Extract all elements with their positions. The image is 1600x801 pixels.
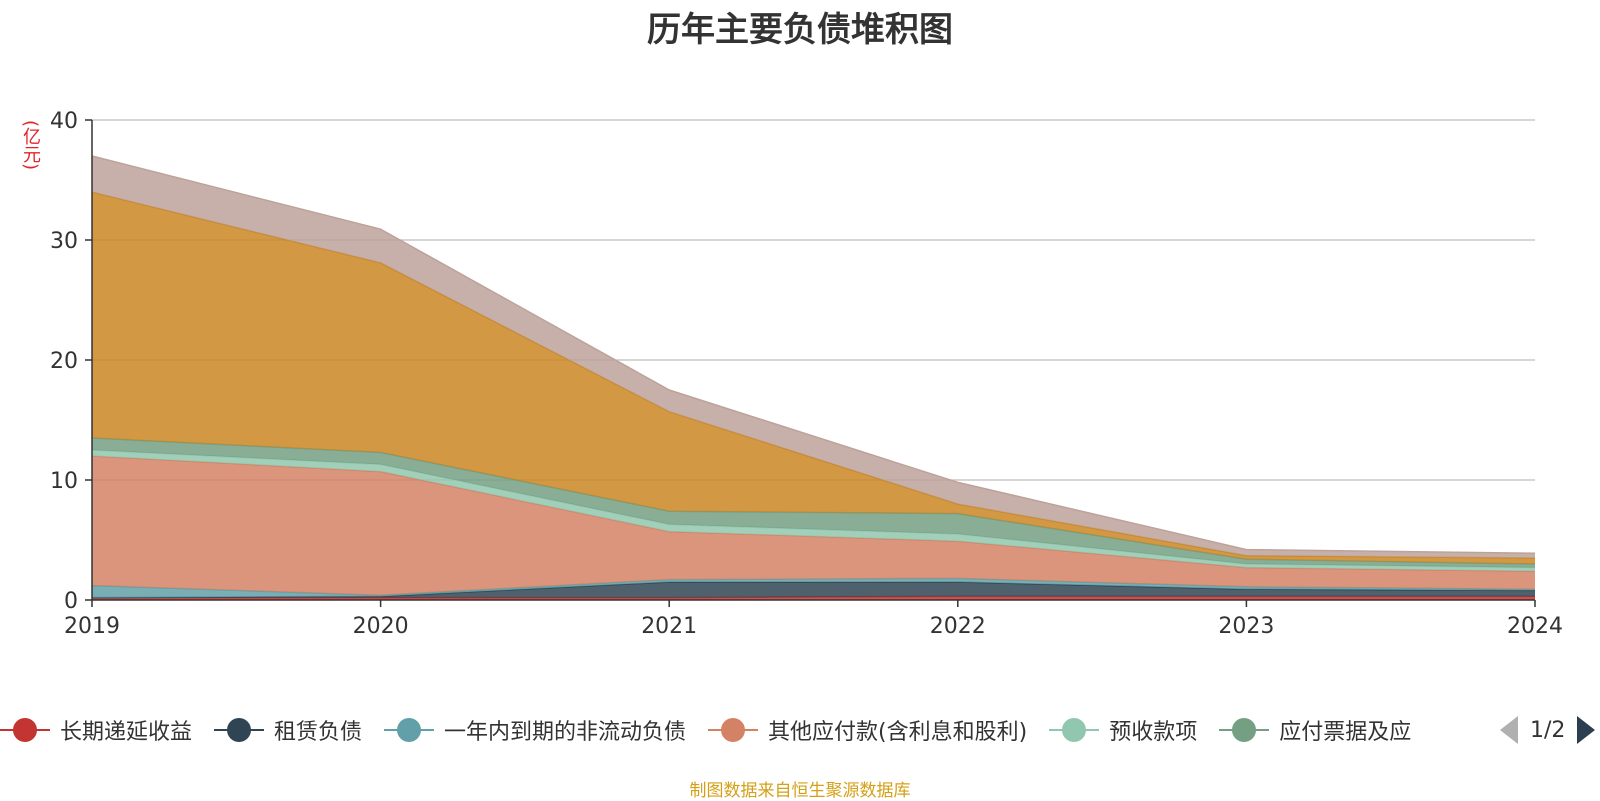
stacked-area-chart: 0 10 20 30 40 2019 2020 2021 2022 2023 2024 bbox=[50, 109, 1563, 639]
area-line-7 bbox=[91, 155, 1536, 554]
area-series-7 bbox=[92, 156, 1535, 558]
legend-marker-icon bbox=[0, 710, 50, 750]
area-series-6 bbox=[92, 192, 1535, 564]
area-series-5 bbox=[92, 438, 1535, 568]
x-tick-label: 2021 bbox=[641, 614, 697, 639]
legend-marker-icon bbox=[214, 710, 265, 750]
area-series-0 bbox=[92, 596, 1535, 600]
legend-item[interactable]: 预收款项 bbox=[1049, 710, 1197, 750]
pager-prev-icon[interactable] bbox=[1500, 716, 1518, 744]
area-series-1 bbox=[92, 582, 1535, 598]
area-series-4 bbox=[92, 450, 1535, 572]
x-tick-label: 2024 bbox=[1507, 614, 1563, 639]
y-tick-label: 0 bbox=[64, 589, 78, 614]
y-tick-label: 10 bbox=[50, 469, 78, 494]
legend-marker-icon bbox=[708, 710, 759, 750]
legend-label: 应付票据及应 bbox=[1279, 720, 1412, 745]
legend-label: 其他应付款(含利息和股利) bbox=[768, 720, 1028, 745]
legend-label: 长期递延收益 bbox=[60, 720, 193, 745]
legend-item[interactable]: 一年内到期的非流动负债 bbox=[384, 710, 686, 750]
chart-title: 历年主要负债堆积图 bbox=[647, 10, 953, 50]
area-series-3 bbox=[92, 456, 1535, 596]
legend-marker-icon bbox=[1049, 710, 1100, 750]
y-tick-label: 40 bbox=[50, 109, 78, 134]
legend-items: 长期递延收益 租赁负债 一年内到期的非流动负债 其他应付款(含利息和股利) 预收款项 应付… bbox=[0, 710, 1475, 750]
legend-pager: 1/2 bbox=[1500, 710, 1596, 750]
legend-item[interactable]: 租赁负债 bbox=[214, 710, 362, 750]
legend-marker-icon bbox=[384, 710, 435, 750]
legend-label: 一年内到期的非流动负债 bbox=[444, 720, 687, 745]
source-note: 制图数据来自恒生聚源数据库 bbox=[689, 781, 911, 801]
y-tick-label: 30 bbox=[50, 229, 78, 254]
legend-item[interactable]: 应付票据及应 bbox=[1219, 710, 1411, 750]
legend-item[interactable]: 其他应付款(含利息和股利) bbox=[708, 710, 1027, 750]
x-tick-label: 2020 bbox=[353, 614, 409, 639]
legend-label: 预收款项 bbox=[1109, 720, 1198, 745]
x-tick-label: 2023 bbox=[1218, 614, 1274, 639]
x-tick-label: 2019 bbox=[64, 614, 120, 639]
y-axis-unit: (亿元) bbox=[20, 120, 41, 171]
legend-label: 租赁负债 bbox=[274, 720, 363, 745]
pager-next-icon[interactable] bbox=[1577, 716, 1596, 744]
y-tick-label: 20 bbox=[50, 349, 78, 374]
x-tick-label: 2022 bbox=[930, 614, 986, 639]
legend-item[interactable]: 长期递延收益 bbox=[0, 710, 192, 750]
area-series-2 bbox=[92, 578, 1535, 598]
pager-text: 1/2 bbox=[1530, 717, 1566, 743]
legend: 长期递延收益 租赁负债 一年内到期的非流动负债 其他应付款(含利息和股利) 预收款项 应付… bbox=[0, 710, 1600, 750]
legend-marker-icon bbox=[1219, 710, 1270, 750]
